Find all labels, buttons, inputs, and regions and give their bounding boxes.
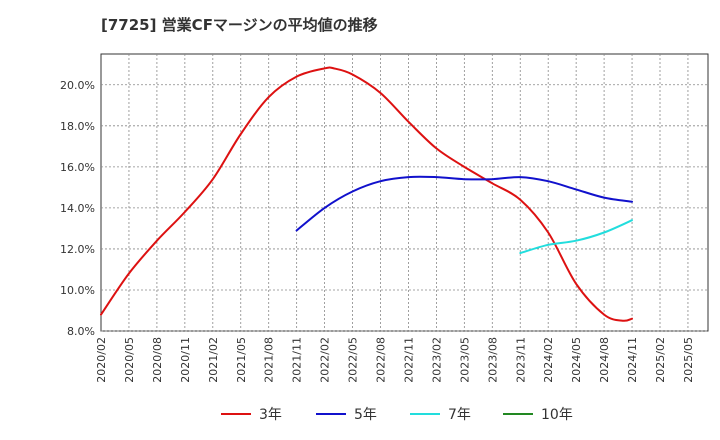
x-tick-label: 2020/02 (95, 337, 108, 383)
plot-area (100, 53, 709, 332)
legend-label-7年: 7年 (448, 407, 471, 423)
y-tick-label: 10.0% (60, 284, 95, 297)
x-tick-label: 2020/08 (151, 337, 164, 383)
x-tick-label: 2022/08 (375, 337, 388, 383)
chart-title: [7725] 営業CFマージンの平均値の推移 (101, 16, 378, 34)
x-tick-label: 2025/05 (682, 337, 695, 383)
x-tick-label: 2023/08 (486, 337, 499, 383)
legend: 3年 5年 7年 10年 (221, 407, 573, 423)
y-tick-label: 12.0% (60, 243, 95, 256)
x-tick-label: 2021/05 (235, 337, 248, 383)
x-tick-label: 2020/05 (123, 337, 136, 383)
legend-label-5年: 5年 (354, 407, 377, 423)
x-tick-label: 2021/11 (291, 337, 304, 383)
x-tick-label: 2024/05 (570, 337, 583, 383)
x-tick-label: 2022/05 (347, 337, 360, 383)
series-lines (100, 66, 633, 322)
x-tick-label: 2022/02 (319, 337, 332, 383)
legend-label-3年: 3年 (259, 407, 282, 423)
x-tick-label: 2023/05 (458, 337, 471, 383)
x-tick-label: 2023/11 (514, 337, 527, 383)
y-axis-tick-labels: 8.0% 10.0% 12.0% 14.0% 16.0% 18.0% 20.0% (60, 79, 95, 338)
x-tick-label: 2024/08 (598, 337, 611, 383)
y-tick-label: 18.0% (60, 120, 95, 133)
series-line-3年 (100, 66, 633, 322)
x-tick-label: 2025/02 (654, 337, 667, 383)
grid-lines (101, 54, 708, 332)
series-line-7年 (519, 219, 633, 254)
x-tick-label: 2021/02 (207, 337, 220, 383)
x-axis-tick-labels: 2020/02 2020/05 2020/08 2020/11 2021/02 2021/… (95, 337, 695, 383)
x-tick-label: 2024/11 (626, 337, 639, 383)
x-tick-label: 2023/02 (430, 337, 443, 383)
x-tick-label: 2021/08 (263, 337, 276, 383)
series-line-5年 (295, 175, 633, 232)
y-tick-label: 14.0% (60, 202, 95, 215)
x-tick-label: 2020/11 (179, 337, 192, 383)
legend-label-10年: 10年 (541, 407, 573, 423)
y-tick-label: 8.0% (67, 325, 95, 338)
y-tick-label: 16.0% (60, 161, 95, 174)
x-tick-label: 2024/02 (542, 337, 555, 383)
x-tick-label: 2022/11 (402, 337, 415, 383)
y-tick-label: 20.0% (60, 79, 95, 92)
